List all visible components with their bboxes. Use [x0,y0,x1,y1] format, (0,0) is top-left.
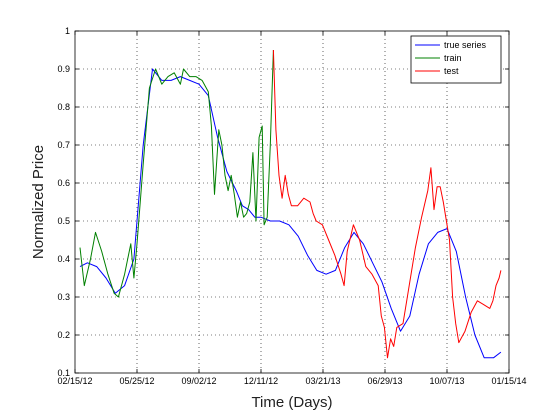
grid [75,31,509,373]
y-tick-label: 0.8 [57,102,70,112]
legend-box [410,35,502,84]
y-tick-label: 0.4 [57,254,70,264]
x-tick-label: 06/29/13 [367,376,402,386]
series-line-test [272,49,502,359]
plot-frame [74,30,510,374]
y-tick-label: 0.2 [57,330,70,340]
ticks [74,30,510,374]
legend-entry: train [444,53,462,63]
x-axis-label: Time (Days) [251,394,332,411]
x-tick-label: 01/15/14 [491,376,526,386]
y-tick-label: 0.7 [57,140,70,150]
x-tick-labels: 02/15/12 05/25/12 09/02/12 12/11/12 03/21/13… [57,376,526,386]
x-tick-label: 05/25/12 [119,376,154,386]
x-tick-label: 03/21/13 [305,376,340,386]
y-tick-label: 0.6 [57,178,70,188]
x-tick-label: 02/15/12 [57,376,92,386]
x-tick-label: 09/02/12 [181,376,216,386]
legend-entry: true series [444,40,487,50]
y-tick-label: 1 [65,26,70,36]
series-layer [79,49,502,359]
series-line-train [79,49,274,298]
y-tick-label: 0.1 [57,368,70,378]
y-axis-label: Normalized Price [30,145,47,259]
y-tick-label: 0.9 [57,64,70,74]
plot-area [75,31,509,373]
x-tick-label: 10/07/13 [429,376,464,386]
legend-entry: test [444,66,459,76]
legend: true series train test [410,35,502,84]
y-tick-label: 0.5 [57,216,70,226]
y-tick-label: 0.3 [57,292,70,302]
x-tick-label: 12/11/12 [244,376,278,386]
y-tick-labels: 0.1 0.2 0.3 0.4 0.5 0.6 0.7 0.8 0.9 1 [57,26,70,378]
